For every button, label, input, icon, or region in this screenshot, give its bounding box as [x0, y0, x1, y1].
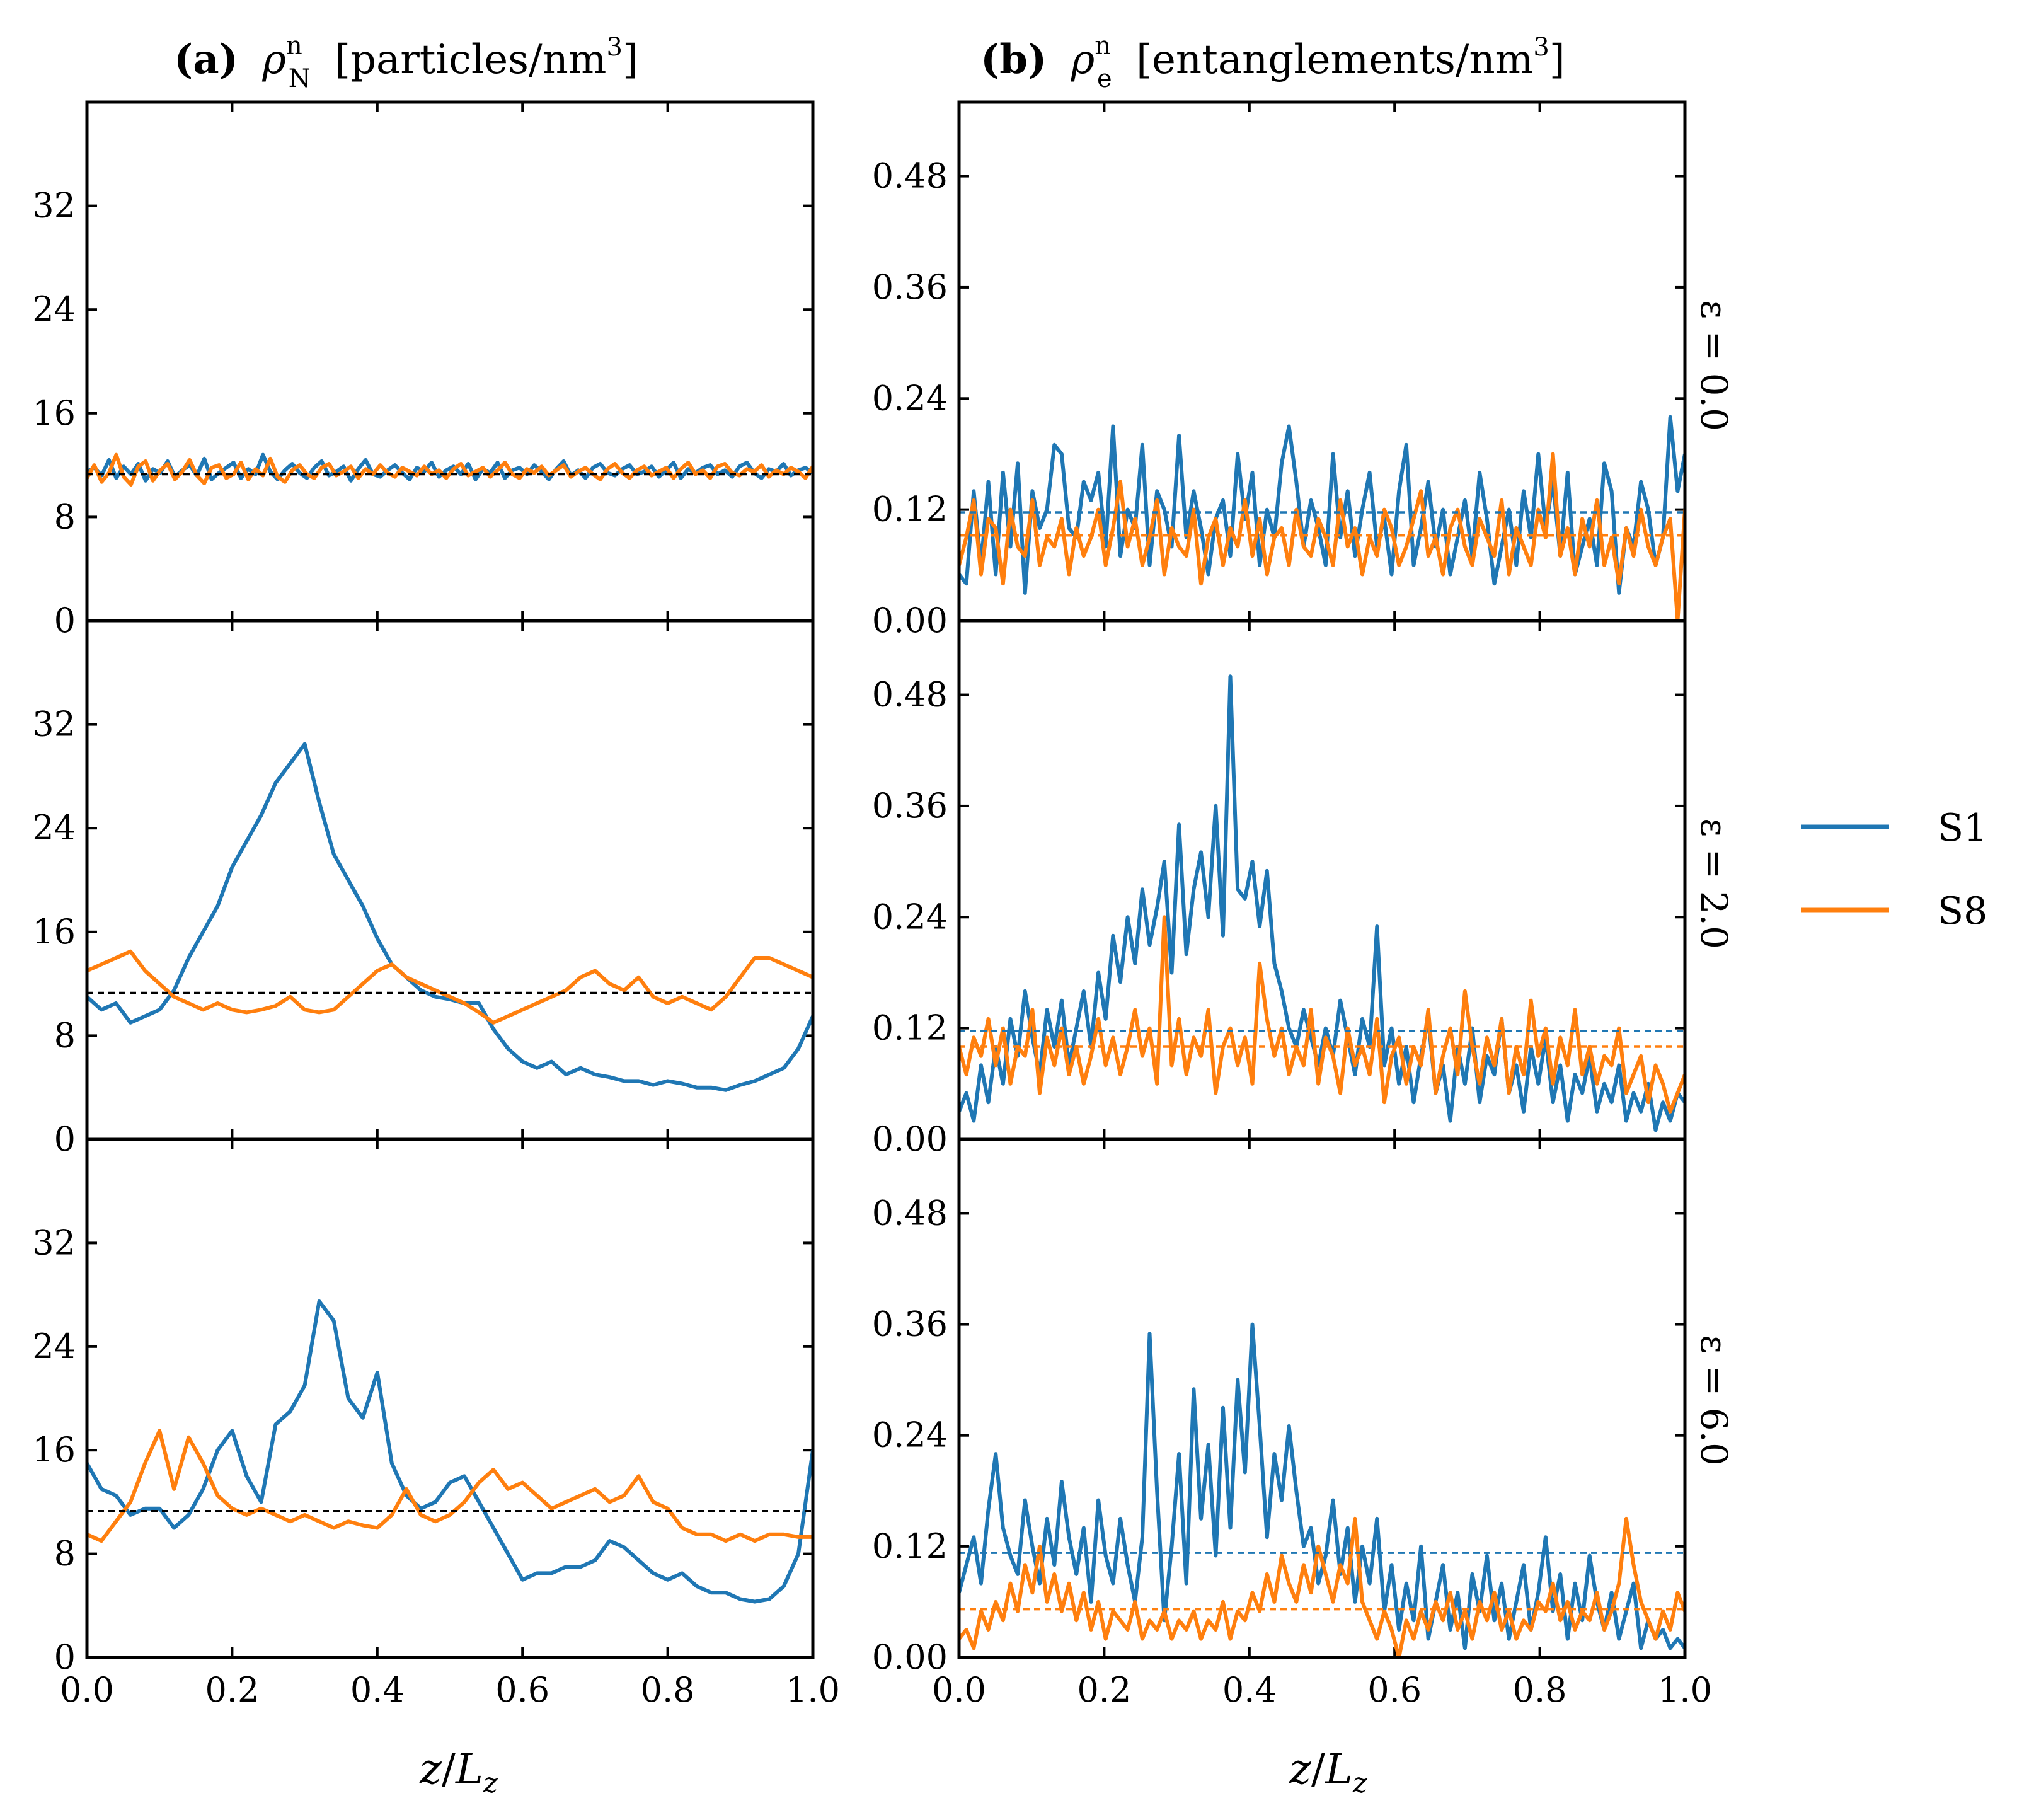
series-S1-b-1 — [959, 674, 1685, 1132]
panel-a-row-2: 0 8 16 24 32 0.0 0.2 0.4 0.6 0.8 1.0 — [32, 1138, 840, 1710]
xtick-label-b-3: 0.6 — [1367, 1670, 1422, 1710]
ytick-label-a-2-4: 32 — [32, 1223, 76, 1262]
plot-area-a-1 — [87, 742, 813, 1092]
xtick-label-a-4: 0.8 — [641, 1670, 695, 1710]
row-label-2: ε = 6.0 — [1692, 1335, 1735, 1466]
ytick-label-a-2-2: 16 — [32, 1430, 76, 1470]
column-title-a: (a) ρn N [particles/nm3] — [174, 32, 638, 97]
axes-frame-a-0 — [85, 100, 815, 623]
ytick-label-b-2-2: 0.24 — [872, 1415, 948, 1455]
ytick-label-b-2-0: 0.00 — [872, 1637, 948, 1677]
ytick-label-b-0-3: 0.36 — [872, 267, 948, 307]
xtick-label-b-5: 1.0 — [1658, 1670, 1712, 1710]
series-S8-a-1 — [87, 949, 813, 1025]
panel-b-row-1: 0.00 0.12 0.24 0.36 0.48 — [872, 619, 1687, 1159]
series-S1-b-2 — [959, 1322, 1685, 1650]
xlabel-a: z/Lz — [419, 1745, 498, 1799]
ytick-label-b-0-1: 0.12 — [872, 490, 948, 529]
row-label-1: ε = 2.0 — [1692, 818, 1735, 949]
ytick-label-b-1-1: 0.12 — [872, 1008, 948, 1048]
ytick-label-a-1-3: 24 — [32, 808, 76, 848]
ytick-label-a-0-1: 8 — [54, 497, 76, 536]
xlabel-b: z/Lz — [1289, 1745, 1368, 1799]
ytick-label-b-0-2: 0.24 — [872, 378, 948, 418]
panels: 0 8 16 24 32 0 8 16 24 32 0 8 16 24 32 0.0 0.2 0.4 0.6 0.8 1… — [32, 100, 1712, 1710]
axes-frame-a-2 — [85, 1138, 815, 1659]
ytick-label-b-0-4: 0.48 — [872, 156, 948, 196]
panel-b-row-2: 0.00 0.12 0.24 0.36 0.48 0.0 0.2 0.4 0.6 0.8 1.0 — [872, 1138, 1712, 1710]
panel-a-row-1: 0 8 16 24 32 — [32, 619, 815, 1159]
panel-b-row-0: 0.00 0.12 0.24 0.36 0.48 — [872, 100, 1687, 640]
ytick-label-b-2-4: 0.48 — [872, 1193, 948, 1233]
xtick-label-a-5: 1.0 — [786, 1670, 840, 1710]
xtick-label-b-1: 0.2 — [1077, 1670, 1131, 1710]
legend-label-s8: S8 — [1938, 889, 1987, 933]
xtick-label-a-1: 0.2 — [205, 1670, 259, 1710]
series-S8-b-0 — [959, 452, 1685, 621]
ytick-label-a-0-4: 32 — [32, 186, 76, 226]
legend: S1 S8 — [1801, 806, 1987, 933]
xtick-label-b-2: 0.4 — [1222, 1670, 1277, 1710]
series-S8-a-2 — [87, 1429, 813, 1543]
plot-area-b-0 — [959, 415, 1685, 621]
ytick-label-b-1-2: 0.24 — [872, 897, 948, 936]
ytick-label-b-1-4: 0.48 — [872, 675, 948, 715]
ytick-label-b-2-3: 0.36 — [872, 1305, 948, 1344]
plot-area-b-1 — [959, 674, 1685, 1132]
xtick-label-a-2: 0.4 — [350, 1670, 405, 1710]
plot-area-a-0 — [87, 452, 813, 487]
axes-frame-a-1 — [85, 619, 815, 1141]
column-title-b: (b) ρn e [entanglements/nm3] — [980, 32, 1565, 97]
plot-area-b-2 — [959, 1322, 1685, 1657]
ytick-label-b-2-1: 0.12 — [872, 1526, 948, 1566]
plot-area-a-2 — [87, 1299, 813, 1604]
legend-label-s1: S1 — [1938, 806, 1987, 850]
ytick-label-a-0-3: 24 — [32, 289, 76, 329]
ytick-label-a-1-0: 0 — [54, 1119, 76, 1159]
xtick-label-b-4: 0.8 — [1513, 1670, 1567, 1710]
xtick-label-a-0: 0.0 — [60, 1670, 114, 1710]
series-S1-a-1 — [87, 742, 813, 1092]
ytick-label-a-1-2: 16 — [32, 912, 76, 952]
ytick-label-b-1-0: 0.00 — [872, 1119, 948, 1159]
xtick-label-a-3: 0.6 — [495, 1670, 549, 1710]
series-S8-a-0 — [87, 452, 813, 487]
ytick-label-a-0-2: 16 — [32, 393, 76, 433]
row-label-0: ε = 0.0 — [1692, 300, 1735, 431]
ytick-label-a-0-0: 0 — [54, 601, 76, 640]
ytick-label-a-2-3: 24 — [32, 1327, 76, 1366]
series-S1-b-0 — [959, 415, 1685, 595]
series-S8-b-2 — [959, 1516, 1685, 1657]
series-S8-b-1 — [959, 915, 1685, 1114]
ytick-label-a-2-0: 0 — [54, 1637, 76, 1677]
ytick-label-a-2-1: 8 — [54, 1534, 76, 1574]
ytick-label-b-0-0: 0.00 — [872, 601, 948, 640]
xtick-label-b-0: 0.0 — [932, 1670, 986, 1710]
ytick-label-b-1-3: 0.36 — [872, 786, 948, 826]
ytick-label-a-1-1: 8 — [54, 1015, 76, 1055]
axes-frame-b-2 — [957, 1138, 1687, 1659]
ytick-label-a-1-4: 32 — [32, 705, 76, 744]
panel-a-row-0: 0 8 16 24 32 — [32, 100, 815, 640]
